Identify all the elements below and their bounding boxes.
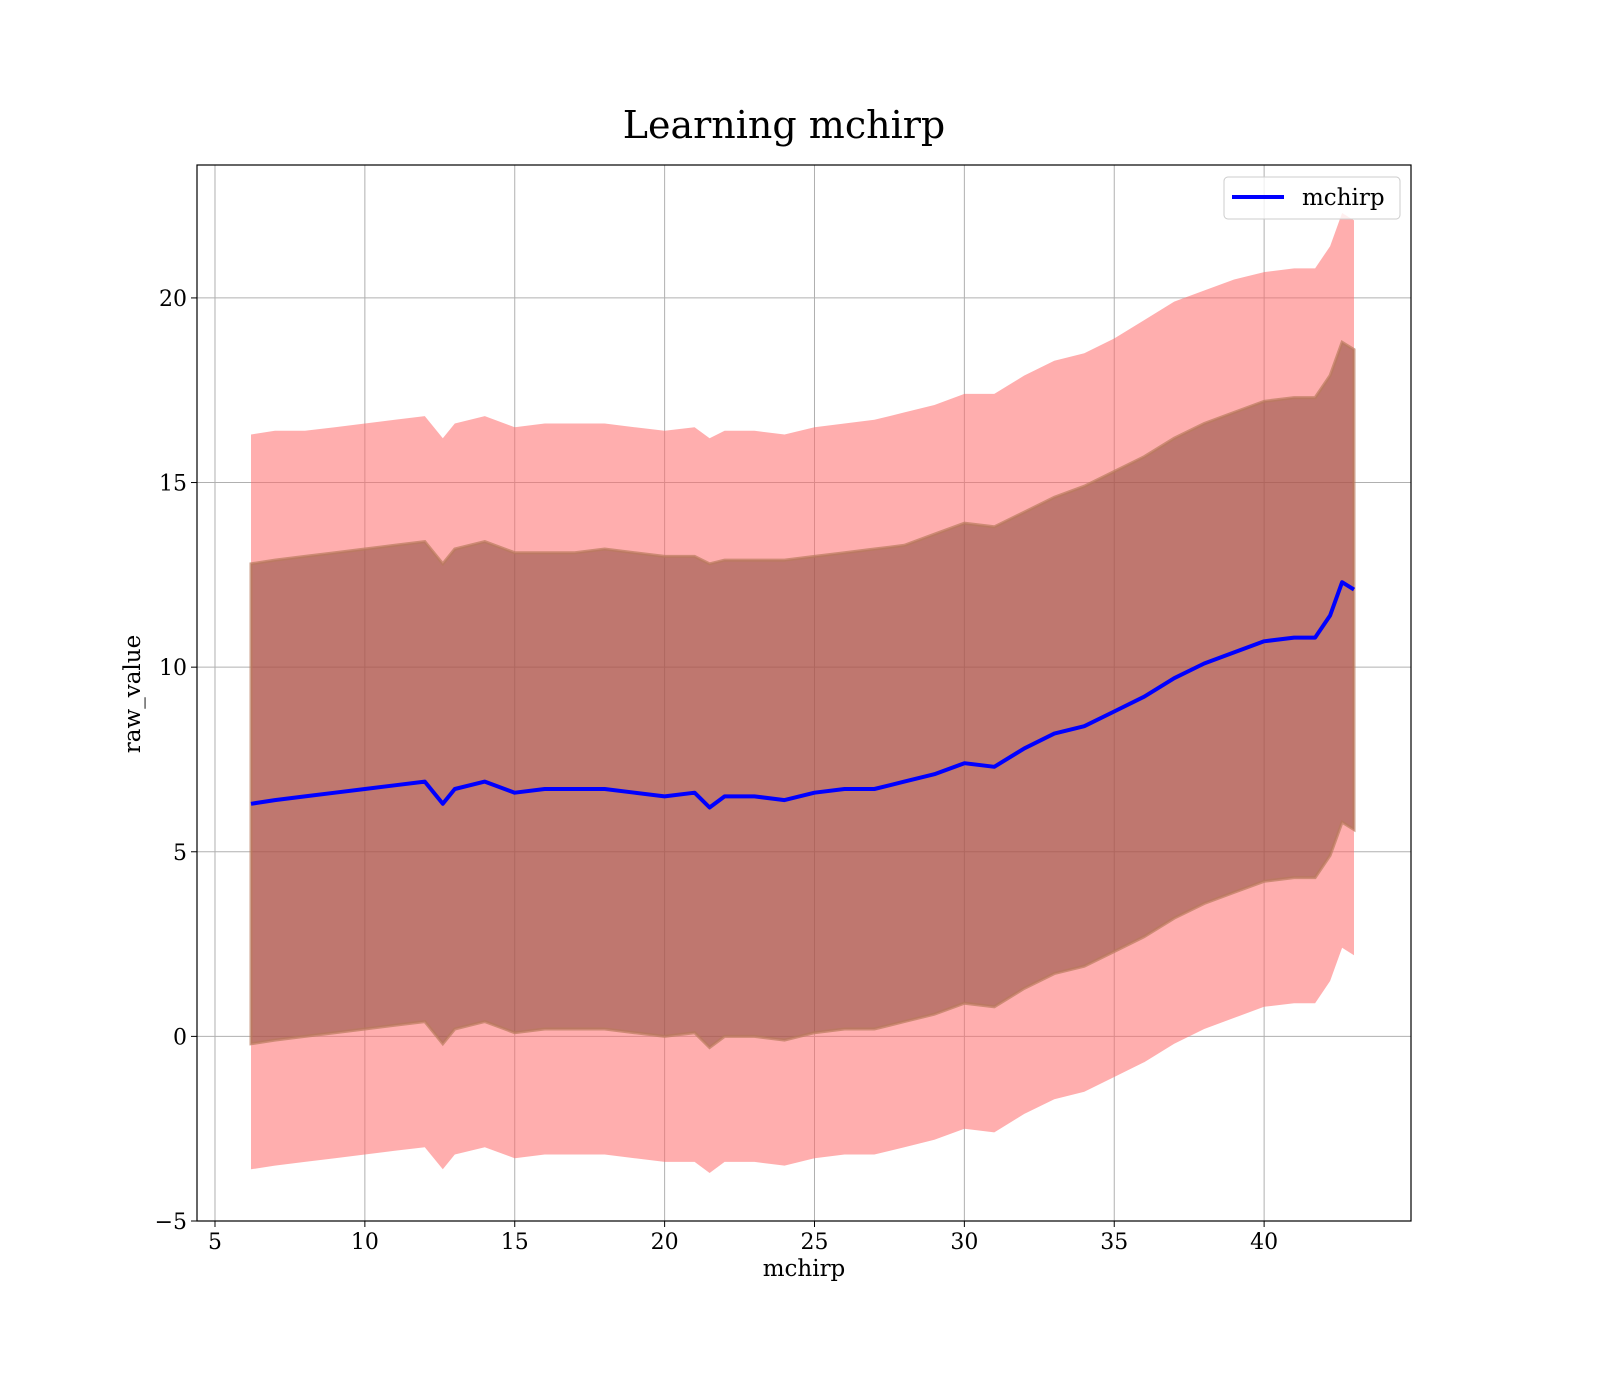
series-lines: [250, 580, 1356, 810]
chart-title: Learning mchirp: [623, 103, 945, 147]
x-tick-label: 15: [501, 1230, 529, 1255]
x-tick-label: 25: [800, 1230, 828, 1255]
y-tick-label: 20: [159, 287, 187, 312]
y-tick-label: 0: [173, 1025, 187, 1050]
x-tick-label: 35: [1100, 1230, 1128, 1255]
x-tick-label: 30: [950, 1230, 978, 1255]
inner-confidence-band: [249, 339, 1356, 1050]
confidence-bands: [249, 213, 1356, 1173]
axis-ticks: 5 10 15 20 25 30 35 40 −5 0 5 10 15 20: [155, 287, 1279, 1255]
legend: mchirp: [1223, 176, 1401, 220]
legend-box: [1223, 176, 1401, 220]
y-axis-label: raw_value: [120, 635, 146, 753]
plot-frame: [196, 164, 1412, 1222]
y-tick-label: 10: [159, 656, 187, 681]
y-tick-label: −5: [155, 1210, 187, 1235]
x-tick-label: 5: [208, 1230, 222, 1255]
x-tick-label: 20: [651, 1230, 679, 1255]
legend-entry-mchirp: mchirp: [1302, 185, 1385, 211]
x-axis-label: mchirp: [763, 1256, 846, 1282]
y-tick-label: 5: [173, 841, 187, 866]
mchirp-mean-line: [250, 580, 1356, 810]
y-tick-label: 15: [159, 472, 187, 497]
x-tick-label: 40: [1250, 1230, 1278, 1255]
x-tick-label: 10: [351, 1230, 379, 1255]
